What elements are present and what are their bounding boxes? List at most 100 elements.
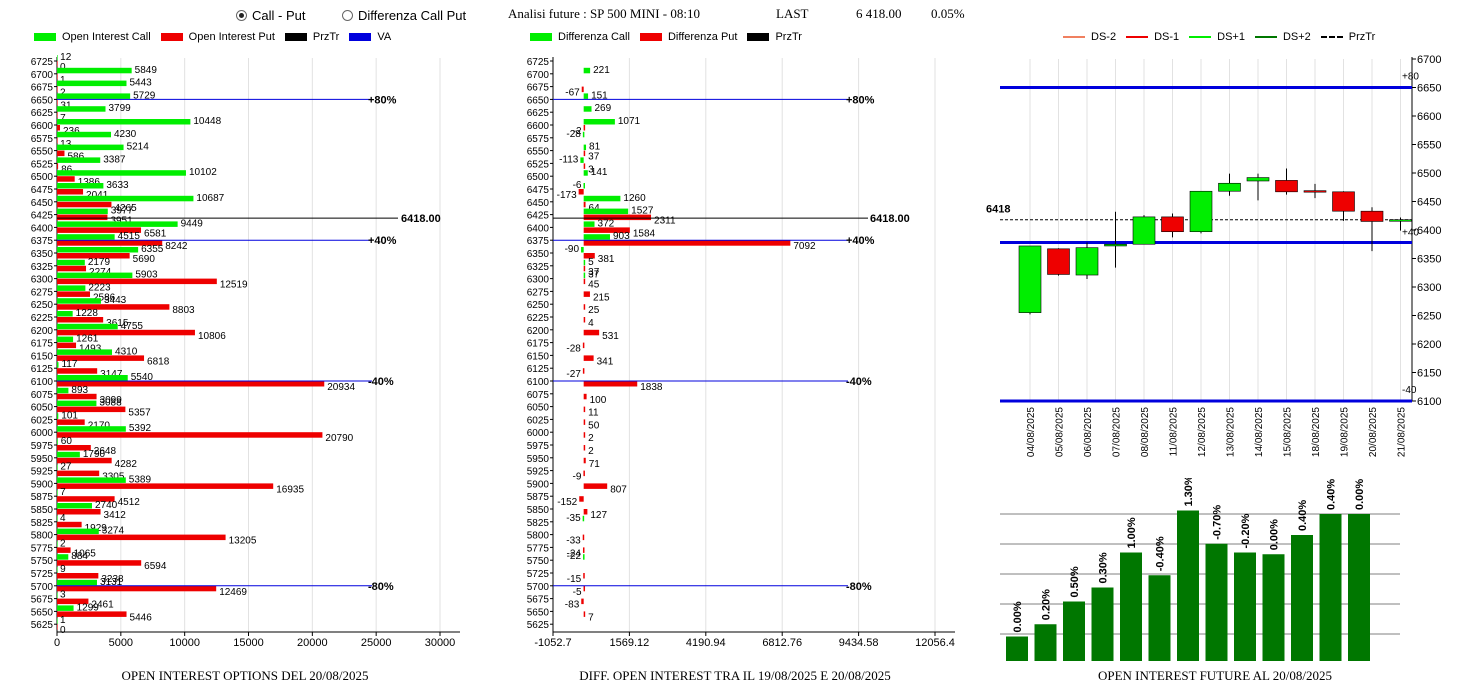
bar-put-label: 2274 bbox=[89, 267, 112, 278]
radio-call-put[interactable]: Call - Put bbox=[236, 8, 305, 23]
bar-diff-put bbox=[578, 189, 584, 195]
bar-call bbox=[57, 272, 133, 279]
legend-item: Differenza Call bbox=[530, 31, 630, 43]
bar-call bbox=[57, 579, 97, 586]
y-tick-label: 6725 bbox=[31, 57, 54, 68]
bar-put-label: 1 bbox=[60, 75, 66, 86]
bar-diff-call bbox=[583, 106, 592, 112]
radio-selected-icon[interactable] bbox=[236, 10, 247, 21]
y-tick-label: 6400 bbox=[1417, 225, 1441, 237]
x-tick-label: 07/08/2025 bbox=[1112, 407, 1123, 457]
bar-call-label: 27 bbox=[60, 462, 72, 473]
bar-put bbox=[57, 355, 145, 361]
candle-body bbox=[1018, 245, 1042, 313]
bar-diff-call bbox=[583, 234, 610, 240]
y-tick-label: 6225 bbox=[527, 313, 550, 324]
bar-diff-call bbox=[583, 272, 586, 279]
bar-call bbox=[57, 119, 191, 125]
bar-put bbox=[57, 176, 75, 182]
bar-call-label: 5903 bbox=[135, 270, 158, 281]
legend-item: DS+2 bbox=[1254, 31, 1311, 43]
bar-call-label: 5443 bbox=[129, 78, 152, 89]
bar-call bbox=[57, 247, 139, 253]
y-tick-label: 6200 bbox=[527, 326, 550, 337]
bar-diff-put bbox=[583, 393, 587, 400]
x-tick-label: 20/08/2025 bbox=[1368, 407, 1379, 457]
bar-put bbox=[57, 73, 58, 80]
bar-call-label: 2740 bbox=[95, 500, 118, 511]
y-tick-label: 5625 bbox=[31, 620, 54, 631]
bar-put bbox=[57, 419, 85, 425]
bar-put bbox=[57, 112, 58, 118]
bar-diff-put bbox=[583, 163, 586, 169]
bar-diff-put bbox=[583, 125, 586, 131]
bar-call bbox=[57, 375, 128, 381]
bar-put bbox=[57, 163, 59, 169]
x-tick-label: 11/08/2025 bbox=[1169, 407, 1180, 457]
y-tick-label: 6500 bbox=[1417, 168, 1441, 180]
bar-call-label: 4515 bbox=[118, 231, 141, 242]
bar-put bbox=[57, 598, 89, 605]
bar-put-label: 10806 bbox=[198, 331, 226, 342]
bar-put bbox=[57, 534, 226, 541]
y-tick-label: 6075 bbox=[31, 390, 54, 401]
x-tick-label: 30000 bbox=[425, 637, 456, 649]
bar-call bbox=[57, 131, 112, 138]
va-label: -40% bbox=[846, 376, 872, 388]
bar-put-label: 4512 bbox=[118, 497, 141, 508]
x-tick-label: 15000 bbox=[233, 637, 264, 649]
radio-unselected-icon[interactable] bbox=[342, 10, 353, 21]
bar-diff-call-label: 37 bbox=[588, 270, 600, 281]
bar-diff-call bbox=[583, 67, 591, 74]
y-tick-label: 6450 bbox=[1417, 197, 1441, 209]
y-tick-label: 6475 bbox=[527, 185, 550, 196]
bar-call-label: 9 bbox=[60, 564, 66, 575]
legend-label: DS+1 bbox=[1217, 31, 1245, 43]
bar-put bbox=[57, 381, 325, 387]
bar-diff-put-label: 2 bbox=[588, 446, 594, 457]
bar-diff-call bbox=[583, 195, 621, 202]
x-tick-label: 14/08/2025 bbox=[1254, 407, 1265, 457]
y-tick-label: 6050 bbox=[527, 403, 550, 414]
chart-title-future: OPEN INTEREST FUTURE AL 20/08/2025 bbox=[1097, 668, 1332, 683]
bar-call-label: 4 bbox=[60, 513, 66, 524]
bar-put-label: 1386 bbox=[78, 177, 101, 188]
bar-put-label: 5357 bbox=[128, 408, 151, 419]
y-tick-label: 6000 bbox=[527, 428, 550, 439]
bar-call-label: 12 bbox=[60, 52, 72, 63]
bar-put bbox=[57, 393, 97, 400]
bar-diff-call bbox=[583, 93, 589, 99]
level-label: +40 bbox=[1402, 228, 1419, 239]
y-tick-label: 5725 bbox=[527, 569, 550, 580]
bar-put bbox=[57, 99, 58, 105]
y-tick-label: 6150 bbox=[31, 351, 54, 362]
y-tick-label: 6025 bbox=[31, 415, 54, 426]
oi-bar-label: -0.20% bbox=[1240, 513, 1252, 548]
y-tick-label: 6500 bbox=[31, 172, 54, 183]
y-tick-label: 5650 bbox=[527, 607, 550, 618]
bar-put-label: 3099 bbox=[100, 395, 123, 406]
radio-differenza[interactable]: Differenza Call Put bbox=[342, 8, 466, 23]
bar-diff-put bbox=[583, 278, 586, 285]
bar-diff-call bbox=[583, 259, 586, 266]
x-tick-label: 18/08/2025 bbox=[1311, 407, 1322, 457]
y-tick-label: 5950 bbox=[527, 454, 550, 465]
bar-diff-put-label: -152 bbox=[557, 497, 577, 508]
y-tick-label: 6250 bbox=[1417, 311, 1441, 323]
bar-put bbox=[57, 368, 98, 374]
legend-future: DS-2 DS-1 DS+1 DS+2 PrzTr bbox=[1063, 31, 1385, 43]
bar-call bbox=[57, 298, 101, 304]
bar-call-label: 10102 bbox=[189, 167, 217, 178]
bar-put bbox=[57, 560, 142, 566]
bar-call bbox=[57, 605, 74, 611]
bar-call-label: 893 bbox=[71, 385, 88, 396]
y-tick-label: 5950 bbox=[31, 454, 54, 465]
y-tick-label: 6525 bbox=[31, 159, 54, 170]
bar-call-label: 10448 bbox=[193, 116, 221, 127]
y-tick-label: 5825 bbox=[527, 518, 550, 529]
y-tick-label: 6300 bbox=[527, 275, 550, 286]
bar-put-label: 3147 bbox=[100, 369, 123, 380]
bar-diff-put-label: 3 bbox=[588, 164, 594, 175]
legend-label: Differenza Call bbox=[558, 31, 630, 43]
y-tick-label: 5750 bbox=[31, 556, 54, 567]
